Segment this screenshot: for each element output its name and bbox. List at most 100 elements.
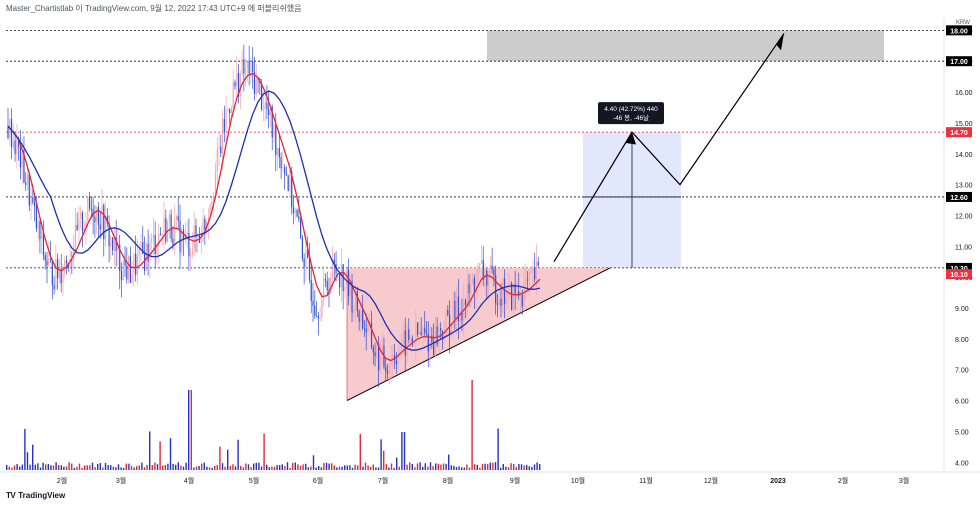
- candle-body: [152, 235, 155, 238]
- arrow-head-icon: [776, 33, 784, 51]
- candle-body: [331, 259, 334, 278]
- candle-body: [190, 254, 192, 257]
- volume-bar: [268, 467, 270, 470]
- volume-bar: [260, 466, 263, 470]
- candle-body: [221, 118, 224, 154]
- candle-body: [18, 138, 20, 148]
- volume-bar: [388, 467, 390, 470]
- measure-label-line2: -46 봉, -46날: [613, 113, 649, 122]
- volume-bar: [297, 464, 299, 470]
- candle-body: [452, 300, 454, 325]
- volume-bar: [487, 464, 489, 470]
- candle-body: [291, 171, 293, 207]
- volume-bar: [435, 463, 437, 470]
- candle-body: [211, 201, 213, 205]
- candle-body: [475, 281, 477, 293]
- volume-bar: [325, 462, 328, 470]
- candle-body: [367, 323, 369, 333]
- volume-bar: [45, 464, 47, 470]
- volume-bar: [453, 465, 455, 470]
- candle-body: [214, 171, 217, 196]
- candle-body: [282, 167, 284, 169]
- volume-bar: [63, 466, 65, 470]
- candle-body: [147, 243, 149, 262]
- candle-body: [408, 329, 410, 340]
- candle-body: [296, 210, 298, 217]
- volume-bar: [55, 462, 57, 470]
- candle-body: [363, 328, 366, 330]
- volume-bar: [359, 434, 361, 470]
- candle-body: [326, 280, 328, 291]
- candle-body: [376, 343, 378, 357]
- candle-body: [372, 347, 374, 353]
- volume-bars: [6, 380, 541, 470]
- candle-body: [386, 371, 389, 375]
- candle-body: [388, 364, 390, 375]
- volume-bar: [279, 465, 281, 470]
- volume-bar: [320, 467, 322, 470]
- y-tick-label: 15.00: [955, 121, 973, 128]
- candle-body: [381, 345, 383, 354]
- candle-body: [237, 73, 240, 97]
- candle-body: [385, 367, 387, 372]
- volume-bar: [455, 467, 458, 470]
- candle-body: [466, 283, 468, 305]
- price-label-text: 18.00: [950, 28, 968, 35]
- volume-bar: [104, 463, 107, 470]
- volume-bar: [221, 463, 224, 470]
- candle-body: [300, 219, 302, 238]
- x-tick-label: 2월: [57, 476, 67, 485]
- volume-bar: [224, 466, 226, 470]
- candle-body: [278, 148, 280, 158]
- candle-body: [26, 174, 29, 185]
- volume-bar: [307, 467, 309, 470]
- candle-body: [349, 280, 351, 296]
- candle-body: [512, 284, 514, 310]
- candle-body: [154, 235, 156, 255]
- candle-body: [379, 353, 381, 371]
- candle-body: [34, 202, 36, 207]
- volume-bar: [195, 466, 198, 470]
- volume-bar: [47, 464, 49, 470]
- candle-body: [172, 238, 174, 245]
- volume-bar: [364, 462, 367, 470]
- candle-body: [135, 253, 137, 275]
- candle-body: [276, 148, 279, 156]
- volume-bar: [89, 465, 91, 470]
- candle-body: [275, 124, 277, 156]
- y-tick-label: 14.00: [955, 152, 973, 159]
- candle-body: [417, 322, 419, 335]
- volume-bar: [115, 467, 117, 470]
- volume-bar: [19, 466, 21, 470]
- candle-body: [434, 326, 436, 356]
- candle-body: [333, 259, 335, 265]
- y-tick-label: 16.00: [955, 90, 973, 97]
- candle-body: [64, 260, 66, 274]
- candle-body: [420, 332, 422, 335]
- candle-body: [436, 326, 438, 345]
- volume-bar: [180, 465, 182, 470]
- volume-bar: [175, 464, 177, 470]
- candle-body: [431, 335, 433, 342]
- currency-label: KRW: [956, 20, 970, 26]
- y-tick-label: 7.00: [955, 368, 969, 375]
- candle-body: [81, 212, 84, 232]
- volume-bar: [500, 467, 502, 470]
- volume-bar: [344, 465, 346, 470]
- volume-bar: [333, 465, 335, 470]
- volume-bar: [193, 467, 195, 470]
- candle-body: [246, 60, 248, 68]
- volume-bar: [182, 466, 185, 470]
- candle-body: [354, 291, 357, 310]
- candle-body: [175, 216, 178, 220]
- candle-body: [312, 300, 314, 306]
- candle-body: [505, 299, 507, 304]
- volume-bar: [245, 463, 247, 470]
- candle-body: [321, 298, 323, 318]
- volume-bar: [518, 463, 520, 470]
- volume-bar: [229, 466, 231, 470]
- candle-body: [159, 233, 162, 235]
- candle-body: [113, 237, 115, 251]
- candle-body: [330, 277, 332, 295]
